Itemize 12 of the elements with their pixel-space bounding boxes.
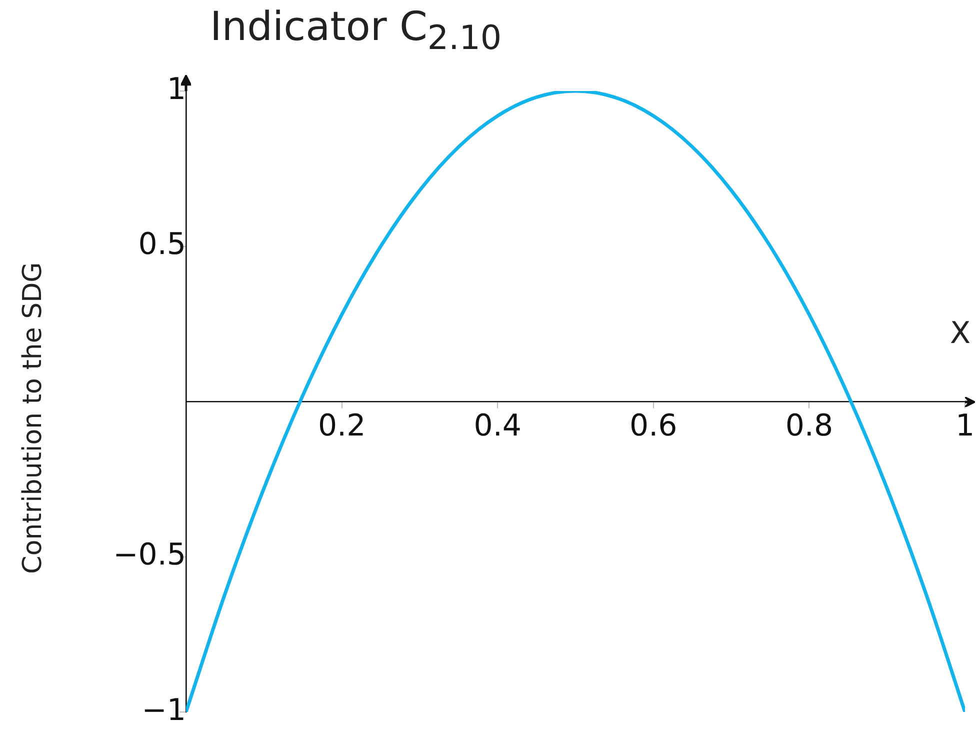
x-tick-label: 0.4 bbox=[474, 408, 522, 444]
y-axis-title: Contribution to the SDG bbox=[18, 262, 48, 574]
x-axis-title: X bbox=[950, 316, 971, 351]
y-tick-label: 0.5 bbox=[138, 227, 186, 262]
x-tick-label: 1 bbox=[955, 408, 975, 444]
x-tick-label: 0.8 bbox=[785, 408, 834, 444]
x-tick-label: 0.6 bbox=[630, 408, 678, 444]
y-tick-label: −1 bbox=[142, 692, 186, 728]
chart-title: Indicator C$_{2.10}$ bbox=[210, 4, 502, 57]
y-tick-label: 1 bbox=[166, 72, 186, 107]
y-tick-label: −0.5 bbox=[113, 538, 186, 573]
x-tick-label: 0.2 bbox=[318, 408, 366, 444]
